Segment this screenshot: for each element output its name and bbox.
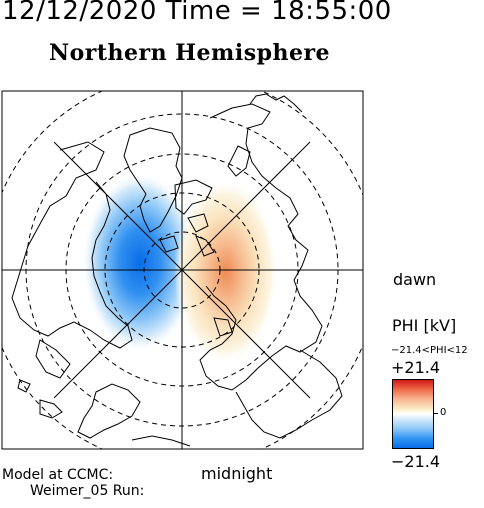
colorbar-zero-label: 0 — [440, 407, 447, 418]
midnight-label: midnight — [201, 464, 273, 483]
meridian-lines — [2, 91, 363, 449]
colorbar-zero-tick — [434, 413, 438, 414]
alaska — [77, 383, 141, 439]
hudson-bay — [35, 339, 71, 379]
north-america-coast — [11, 141, 133, 349]
colorbar — [392, 379, 434, 449]
colorbar-title: PHI [kV] — [392, 316, 457, 335]
pacific-coast — [131, 435, 191, 447]
scandinavia — [227, 145, 251, 177]
eurasia-coast — [199, 103, 323, 391]
potential-cells — [82, 172, 278, 364]
hemisphere-title: Northern Hemisphere — [49, 40, 331, 66]
colorbar-range: −21.4<PHI<12 — [391, 345, 468, 356]
colorbar-max-label: +21.4 — [391, 358, 441, 377]
time-header: 12/12/2020 Time = 18:55:00 — [2, 0, 392, 26]
run-label: Weimer_05 Run: — [30, 483, 145, 499]
aleutians — [17, 379, 63, 419]
siberia-coast — [235, 349, 343, 439]
positive-potential-cell — [174, 180, 278, 364]
dawn-label: dawn — [393, 270, 437, 289]
negative-potential-cell — [82, 172, 198, 352]
greenland-coast — [123, 127, 183, 233]
europe-south — [249, 93, 303, 113]
meridian-diagonal-b — [53, 141, 311, 399]
arctic-islands — [159, 179, 213, 253]
model-label: Model at CCMC: — [2, 467, 114, 483]
colorbar-min-label: −21.4 — [391, 452, 441, 471]
